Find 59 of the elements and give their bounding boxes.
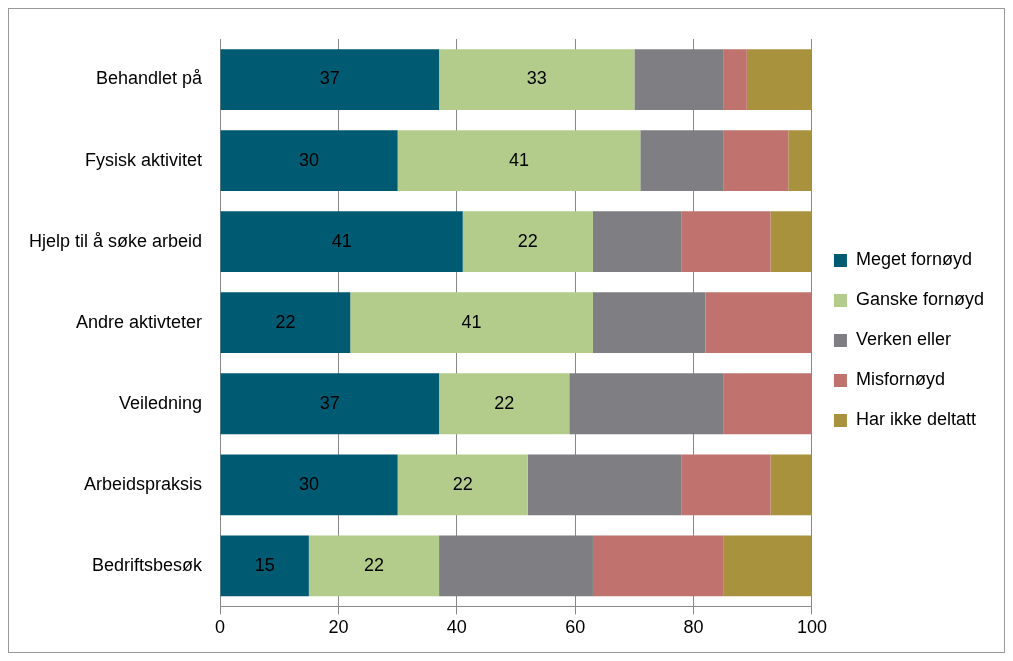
legend-label: Ganske fornøyd bbox=[855, 289, 985, 310]
bar bbox=[770, 454, 812, 516]
bar bbox=[220, 454, 398, 516]
bar bbox=[681, 454, 771, 516]
bar bbox=[397, 130, 641, 191]
bar bbox=[220, 292, 351, 354]
bar bbox=[350, 292, 593, 354]
legend-label: Verken eller bbox=[855, 329, 952, 350]
bar bbox=[681, 211, 771, 273]
data-label: 33 bbox=[526, 68, 547, 89]
data-label: 22 bbox=[363, 554, 384, 575]
bar bbox=[220, 373, 440, 435]
legend-label: Misfornøyd bbox=[855, 369, 945, 390]
data-label: 41 bbox=[331, 230, 352, 251]
x-tick-label: 100 bbox=[796, 617, 827, 638]
data-label: 37 bbox=[319, 68, 340, 89]
legend-label: Har ikke deltatt bbox=[855, 409, 977, 430]
y-tick-label: Fysisk aktivitet bbox=[85, 149, 203, 170]
x-tick-label: 20 bbox=[328, 617, 349, 638]
legend-label: Meget fornøyd bbox=[855, 249, 973, 270]
data-label: 15 bbox=[254, 554, 275, 575]
y-tick-label: Veiledning bbox=[119, 392, 203, 413]
bar bbox=[220, 130, 398, 191]
data-label: 37 bbox=[319, 392, 340, 413]
bar bbox=[788, 130, 812, 191]
data-label: 41 bbox=[461, 311, 482, 332]
bar bbox=[705, 292, 812, 354]
bar bbox=[397, 454, 528, 516]
bar bbox=[308, 535, 440, 597]
x-tick-label: 60 bbox=[565, 617, 586, 638]
y-tick-label: Andre aktivteter bbox=[76, 311, 203, 332]
bar bbox=[220, 211, 463, 273]
y-tick-label: Bedriftsbesøk bbox=[92, 554, 204, 575]
data-label: 22 bbox=[494, 392, 515, 413]
bar bbox=[770, 211, 812, 273]
bar bbox=[723, 535, 812, 597]
bar bbox=[723, 130, 789, 191]
bar bbox=[439, 373, 570, 435]
data-label: 22 bbox=[517, 230, 538, 251]
bar bbox=[462, 211, 593, 273]
data-label: 30 bbox=[299, 473, 320, 494]
data-label: 30 bbox=[299, 149, 320, 170]
data-label: 41 bbox=[508, 149, 529, 170]
bar bbox=[439, 49, 635, 110]
x-tick-label: 40 bbox=[446, 617, 467, 638]
y-tick-label: Hjelp til å søke arbeid bbox=[29, 230, 203, 251]
x-tick-label: 0 bbox=[215, 617, 226, 638]
x-tick-label: 80 bbox=[683, 617, 704, 638]
bar bbox=[723, 373, 812, 435]
bar bbox=[746, 49, 812, 110]
bar bbox=[220, 535, 309, 597]
bar bbox=[723, 49, 747, 110]
y-tick-label: Behandlet på bbox=[95, 68, 204, 89]
bar bbox=[592, 211, 682, 273]
bar bbox=[592, 535, 724, 597]
y-tick-label: Arbeidspraksis bbox=[84, 473, 203, 494]
data-label: 22 bbox=[275, 311, 296, 332]
bar bbox=[220, 49, 440, 110]
data-label: 22 bbox=[452, 473, 473, 494]
